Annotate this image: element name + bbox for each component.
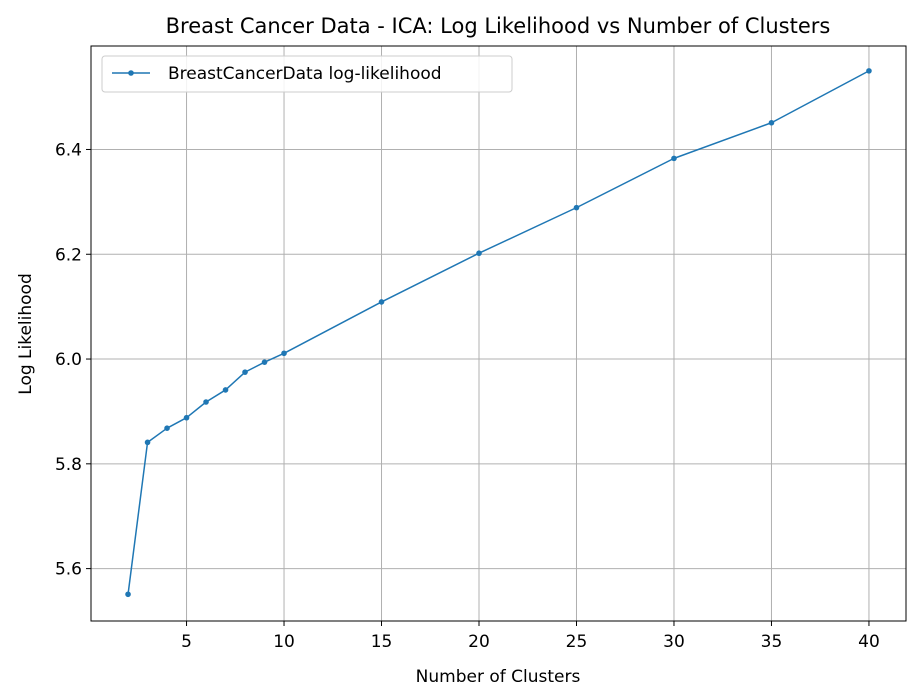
legend-marker-swatch [128,70,134,76]
x-tick-label: 30 [663,632,685,652]
chart-title: Breast Cancer Data - ICA: Log Likelihood… [166,14,831,38]
data-point [671,155,677,162]
data-point [164,425,170,431]
tick-labels: 5 10 15 20 25 30 35 40 5.6 5.8 6.0 6.2 6.4 [55,140,880,652]
y-tick-label: 5.6 [55,560,82,580]
x-axis-label: Number of Clusters [416,667,581,687]
data-point [281,350,287,357]
legend-label: BreastCancerData log-likelihood [168,64,442,84]
data-point [222,387,229,393]
x-tick-label: 15 [371,632,393,652]
data-point [261,359,268,365]
data-point [125,591,131,598]
data-point [866,68,872,74]
y-tick-label: 6.4 [55,140,82,160]
data-point [768,119,775,126]
data-point [203,399,209,405]
legend: BreastCancerData log-likelihood [101,55,513,93]
x-tick-label: 40 [858,632,880,652]
plot-frame [90,45,907,622]
x-tick-label: 10 [273,632,295,652]
data-point [242,369,248,375]
x-tick-label: 35 [761,632,783,652]
y-axis-label: Log Likelihood [16,273,36,394]
y-tick-label: 6.2 [55,245,82,265]
x-tick-label: 25 [566,632,588,652]
x-tick-label: 20 [468,632,490,652]
data-point [378,299,385,305]
legend-box [101,55,513,93]
data-point [144,439,151,446]
data-point [476,250,482,257]
grid [91,46,906,621]
x-tick-label: 5 [181,632,192,652]
y-tick-label: 6.0 [55,350,82,370]
data-point [573,204,580,211]
data-point [183,414,190,421]
y-tick-label: 5.8 [55,455,82,475]
series-layer [125,68,872,598]
